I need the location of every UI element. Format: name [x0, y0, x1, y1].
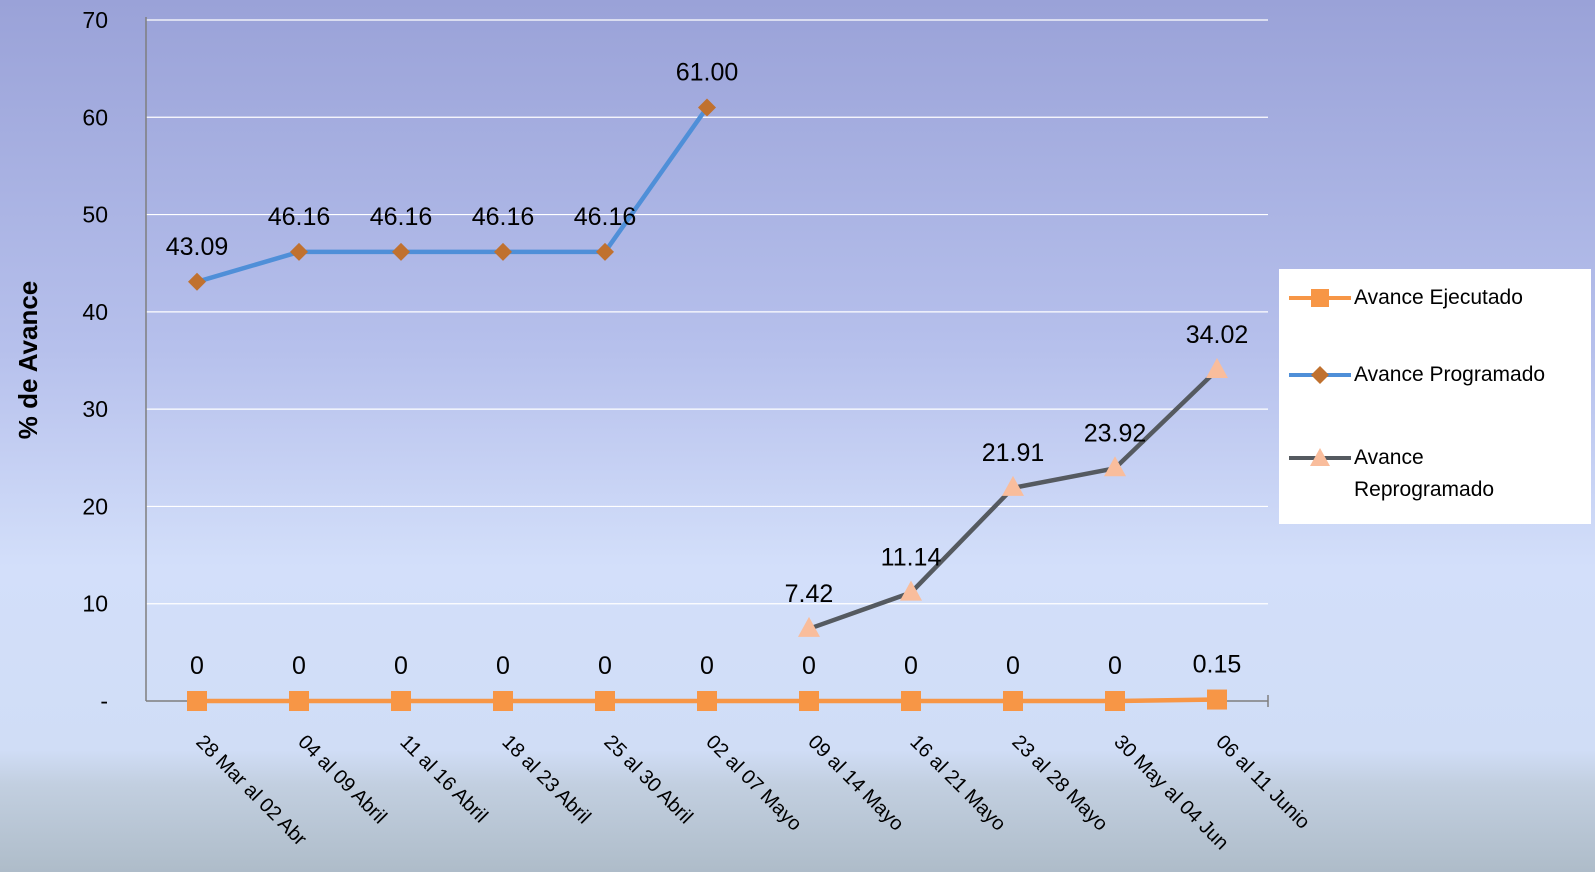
y-tick-label: 10 — [82, 591, 108, 617]
gridlines — [146, 19, 1268, 605]
data-label: 0 — [700, 652, 714, 680]
point-marker — [392, 242, 410, 261]
x-tick-label: 02 al 07 Mayo — [701, 731, 805, 835]
data-labels: 0 0 0 0 0 0 0 0 0 0 0.15 43.09 46.16 46.16 46.16 46.16 6… — [166, 59, 1249, 680]
data-label: 46.16 — [370, 203, 433, 231]
point-marker — [494, 242, 512, 261]
point-marker — [1104, 456, 1126, 477]
point-marker — [799, 691, 819, 711]
point-marker — [595, 691, 615, 711]
legend-item-programado: Avance Programado — [1279, 359, 1591, 399]
data-label: 0 — [598, 652, 612, 680]
data-label: 61.00 — [676, 59, 739, 87]
x-tick-label: 18 al 23 Abril — [497, 731, 594, 828]
legend-label: Avance Reprogramado — [1354, 446, 1495, 501]
point-marker — [289, 691, 309, 711]
data-label: 0 — [292, 652, 306, 680]
legend-label: Avance Programado — [1354, 363, 1546, 386]
point-marker — [1206, 358, 1228, 379]
point-marker — [493, 691, 513, 711]
y-tick-label: 40 — [82, 299, 108, 325]
y-tick-label: - — [100, 688, 108, 714]
legend: Avance Ejecutado Avance Programado Avanc… — [1279, 269, 1591, 524]
legend-swatch-triangle-icon — [1289, 448, 1351, 466]
data-label: 0 — [496, 652, 510, 680]
point-marker — [1105, 691, 1125, 711]
point-marker — [391, 691, 411, 711]
point-marker — [698, 98, 716, 117]
point-marker — [1003, 691, 1023, 711]
point-marker — [900, 580, 922, 601]
series-avance-programado — [188, 98, 716, 291]
point-marker — [798, 616, 820, 637]
data-label: 0 — [802, 652, 816, 680]
series-avance-reprogramado — [798, 358, 1228, 637]
point-marker — [187, 691, 207, 711]
x-tick-label: 16 al 21 Mayo — [905, 731, 1009, 835]
x-tick-label: 28 Mar al 02 Abr — [191, 731, 311, 851]
legend-item-ejecutado: Avance Ejecutado — [1279, 282, 1591, 322]
x-tick-label: 25 al 30 Abril — [599, 731, 696, 828]
data-label: 46.16 — [268, 203, 331, 231]
point-marker — [901, 691, 921, 711]
y-tick-label: 60 — [82, 104, 108, 130]
legend-label: Avance Ejecutado — [1354, 286, 1523, 309]
x-tick-label: 23 al 28 Mayo — [1007, 731, 1111, 835]
x-tick-label: 06 al 11 Junio — [1211, 731, 1314, 834]
x-tick-label: 30 May al 04 Jun — [1109, 731, 1232, 854]
data-label: 46.16 — [574, 203, 637, 231]
data-label: 0 — [1108, 652, 1122, 680]
x-tick-label: 04 al 09 Abril — [293, 731, 390, 828]
point-marker — [290, 242, 308, 261]
point-marker — [596, 242, 614, 261]
x-tick-label: 09 al 14 Mayo — [803, 731, 907, 835]
series — [187, 98, 1228, 711]
data-label: 21.91 — [982, 439, 1045, 467]
series-line — [196, 106, 709, 284]
data-label: 7.42 — [785, 580, 834, 608]
data-label: 43.09 — [166, 233, 229, 261]
y-tick-label: 70 — [82, 7, 108, 33]
y-tick-label: 20 — [82, 493, 108, 519]
data-label: 0 — [904, 652, 918, 680]
y-tick-label: 30 — [82, 396, 108, 422]
data-label: 0 — [394, 652, 408, 680]
legend-swatch-diamond-icon — [1289, 366, 1351, 384]
y-tick-label: 50 — [82, 202, 108, 228]
series-avance-ejecutado — [187, 689, 1227, 711]
legend-swatch-square-icon — [1289, 289, 1351, 307]
y-axis-ticks: - 10 20 30 40 50 60 70 — [82, 7, 108, 714]
legend-item-reprogramado: Avance Reprogramado — [1279, 442, 1591, 512]
data-label: 11.14 — [881, 544, 942, 572]
data-label: 0.15 — [1193, 651, 1242, 679]
point-marker — [1207, 689, 1227, 710]
data-label: 34.02 — [1186, 321, 1249, 349]
point-marker — [1002, 475, 1024, 496]
data-label: 23.92 — [1084, 419, 1147, 447]
data-label: 46.16 — [472, 203, 535, 231]
point-marker — [188, 272, 206, 291]
data-label: 0 — [190, 652, 204, 680]
x-tick-label: 11 al 16 Abril — [395, 731, 491, 827]
point-marker — [697, 691, 717, 711]
y-axis-label: % de Avance — [13, 281, 43, 439]
data-label: 0 — [1006, 652, 1020, 680]
